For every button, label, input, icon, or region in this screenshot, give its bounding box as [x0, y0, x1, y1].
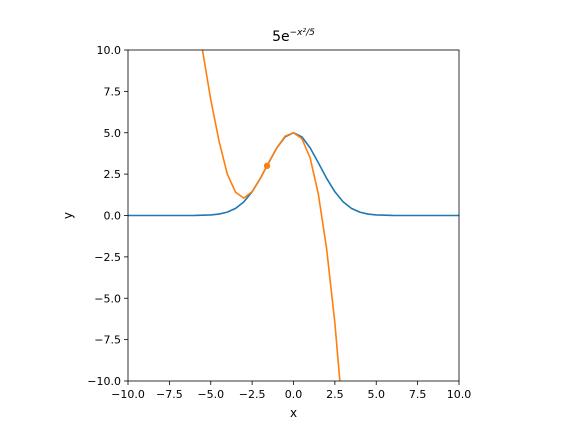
- y-tick-label: 10.0: [97, 44, 122, 57]
- x-axis-label: x: [290, 406, 297, 420]
- x-tick-label: 7.5: [409, 388, 427, 401]
- chart-title-base: 5e: [272, 29, 290, 45]
- x-tick-label: −2.5: [239, 388, 266, 401]
- chart-title: 5e−x²/5: [272, 28, 315, 45]
- x-tick-label: 5.0: [368, 388, 386, 401]
- y-tick-label: 0.0: [104, 210, 122, 223]
- y-tick-label: 7.5: [104, 85, 122, 98]
- series-line-1: [201, 50, 341, 381]
- y-axis-label: y: [61, 212, 75, 219]
- x-tick-label: −10.0: [111, 388, 145, 401]
- series-layer: [128, 50, 459, 381]
- y-tick-label: −10.0: [87, 375, 121, 388]
- x-tick-label: 2.5: [326, 388, 344, 401]
- y-tick-label: 5.0: [104, 127, 122, 140]
- x-tick-label: −5.0: [197, 388, 224, 401]
- x-tick-label: 10.0: [447, 388, 472, 401]
- data-point-0: [263, 162, 271, 170]
- y-tick-label: −2.5: [94, 251, 121, 264]
- y-tick-label: −7.5: [94, 334, 121, 347]
- x-tick-label: −7.5: [156, 388, 183, 401]
- y-tick-label: 2.5: [104, 168, 122, 181]
- axes-layer: −10.0 −7.5 −5.0 −2.5 0.0 2.5 5.0 7.5 10.0 −10.0 −7…: [87, 44, 471, 401]
- y-tick-label: −5.0: [94, 292, 121, 305]
- x-tick-label: 0.0: [285, 388, 303, 401]
- chart-title-exponent: −x²/5: [290, 28, 316, 38]
